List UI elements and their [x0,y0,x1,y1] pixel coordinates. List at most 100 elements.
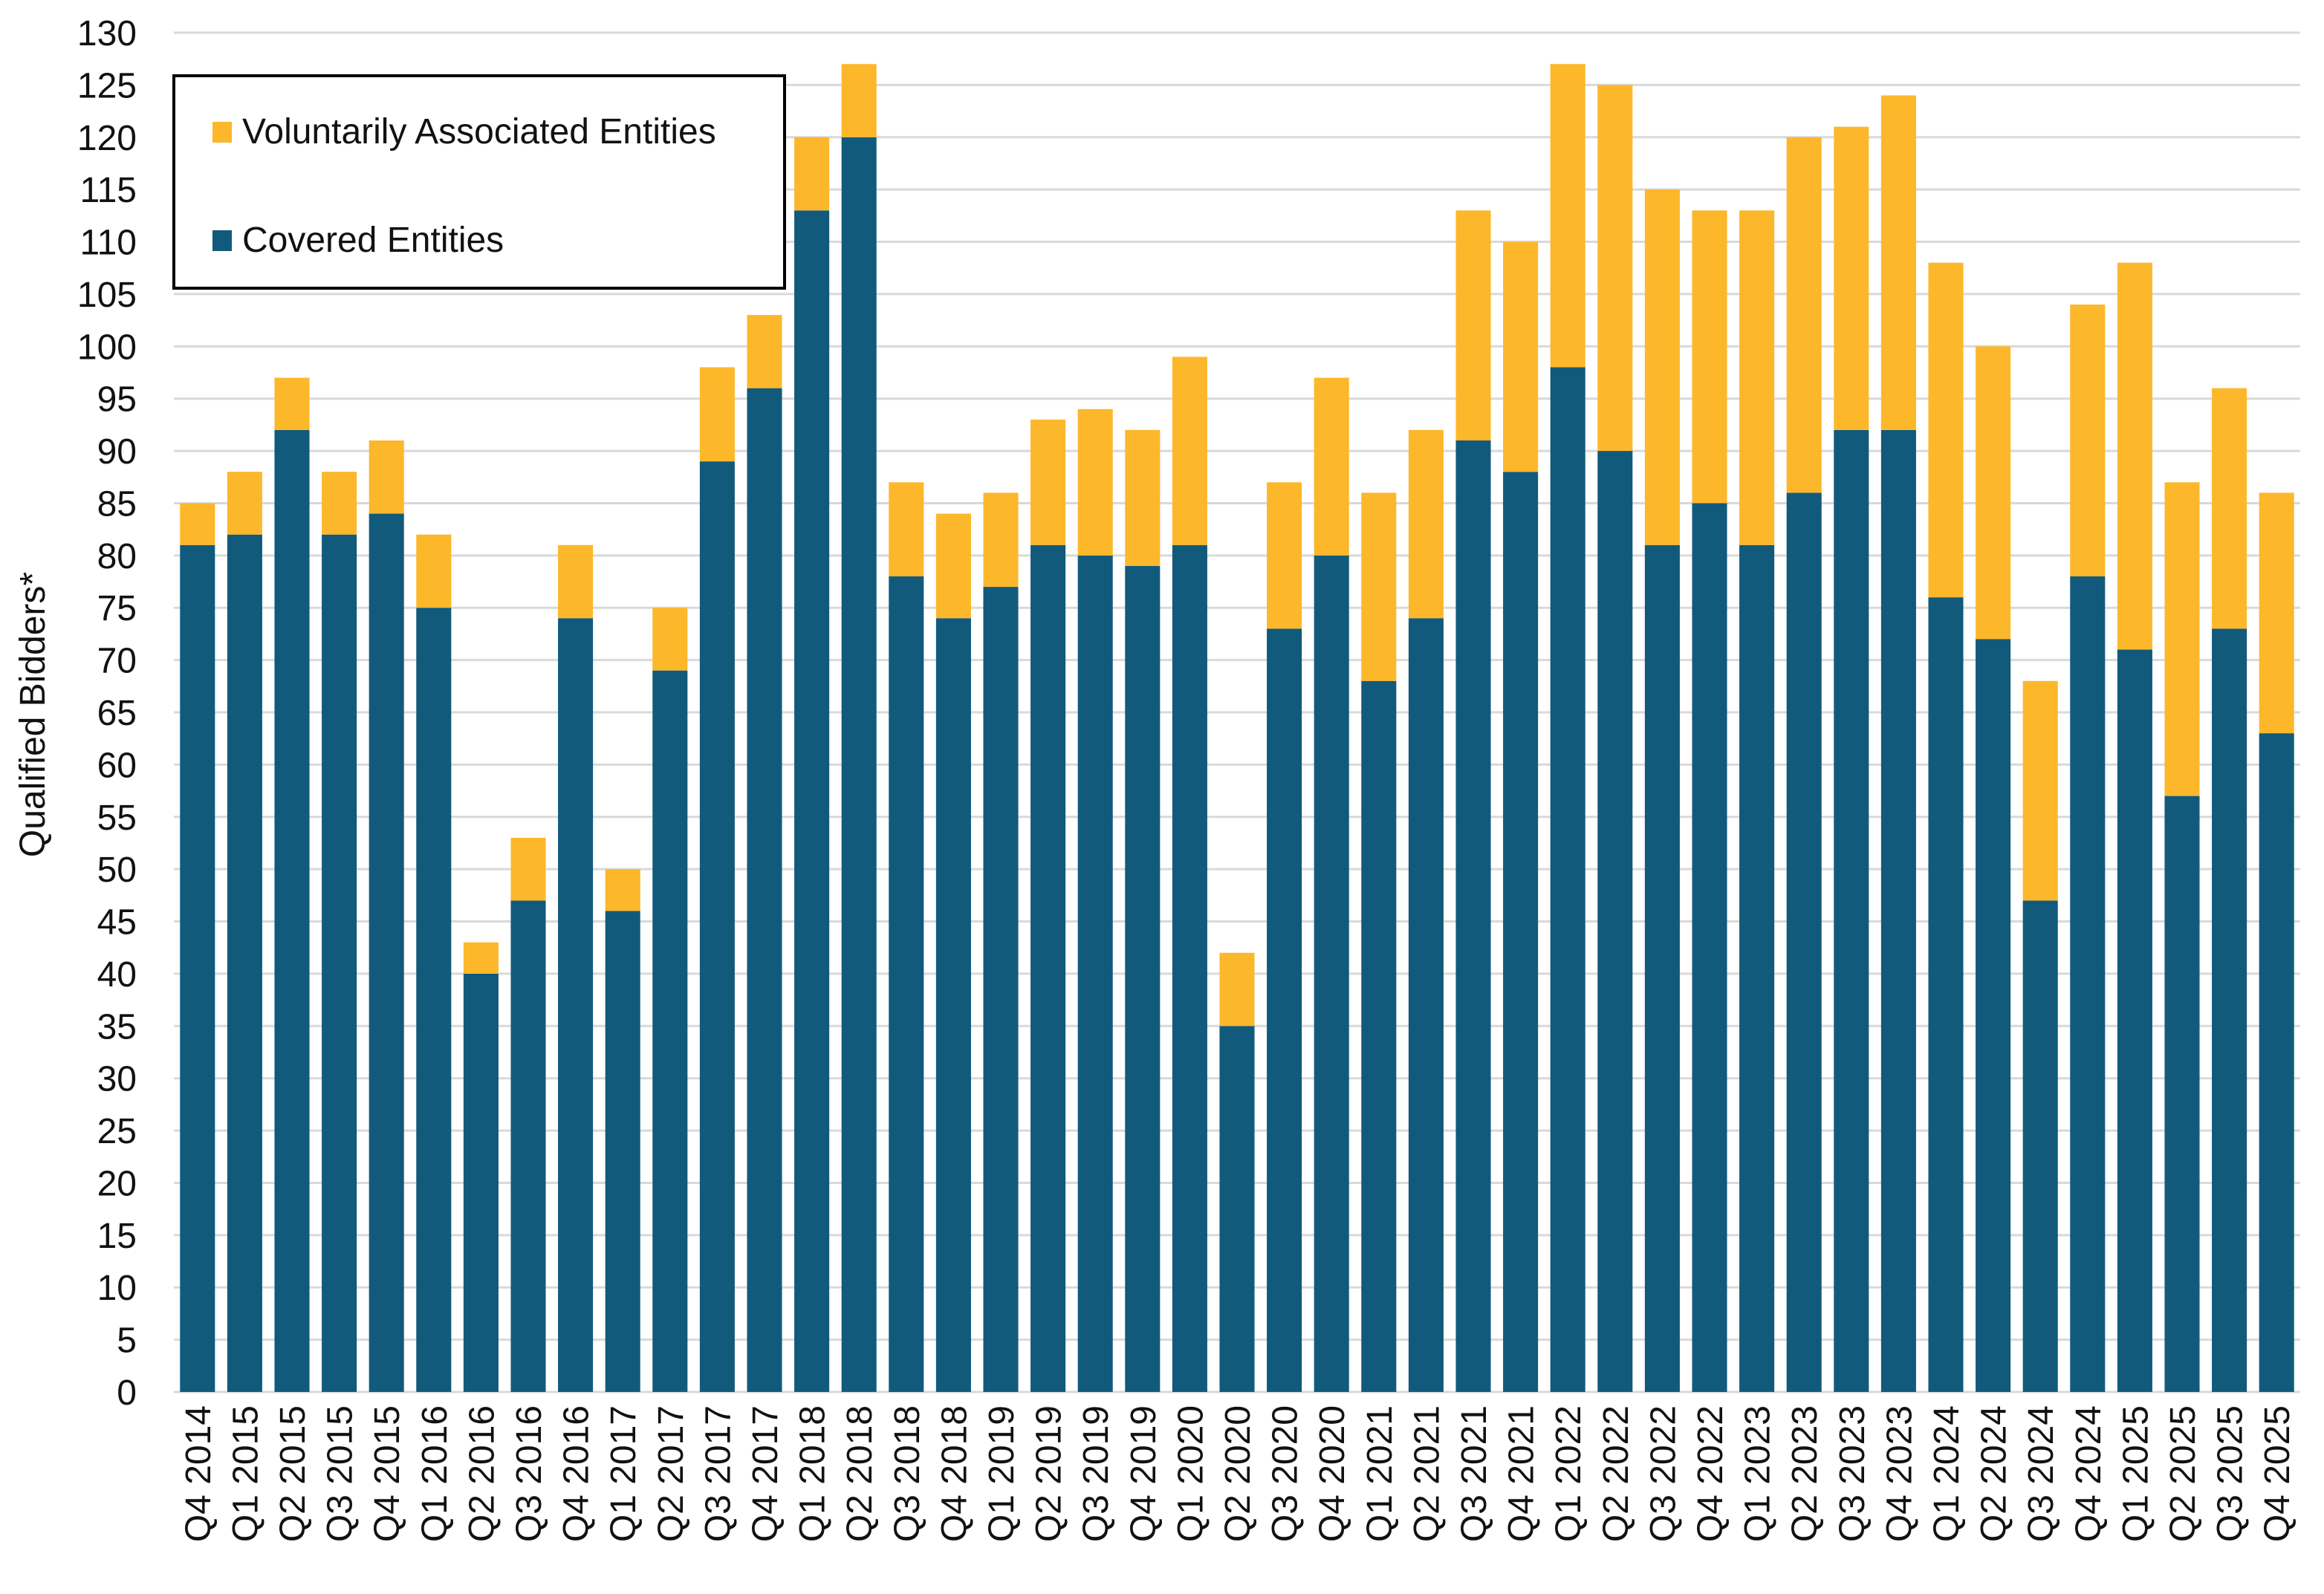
bar-covered [983,587,1019,1392]
bar-voluntary [889,482,924,576]
bar-covered [463,973,499,1392]
x-tick-label: Q3 2023 [1833,1405,1872,1542]
bar-covered [1125,565,1161,1392]
x-tick-label: Q3 2024 [2022,1405,2061,1542]
x-tick-label: Q4 2022 [1691,1405,1730,1542]
y-tick-label: 90 [97,432,137,472]
x-tick-label: Q2 2022 [1597,1405,1636,1542]
x-tick-label: Q4 2017 [746,1405,785,1542]
y-tick-label: 105 [77,276,137,315]
bar-voluntary [1786,137,1822,493]
x-tick-label: Q1 2025 [2116,1405,2155,1542]
bar-voluntary [2022,680,2058,901]
bar-voluntary [1503,241,1539,472]
bar-covered [1786,492,1822,1392]
bar-covered [1219,1026,1255,1392]
bar-covered [699,461,735,1393]
x-tick-label: Q2 2024 [1975,1405,2014,1542]
y-tick-label: 115 [79,171,137,210]
x-tick-label: Q1 2023 [1739,1405,1778,1542]
bar-voluntary [227,472,262,535]
bar-voluntary [463,942,499,974]
x-tick-label: Q3 2025 [2211,1405,2250,1542]
x-tick-label: Q2 2019 [1030,1405,1069,1542]
x-tick-label: Q1 2020 [1171,1405,1210,1542]
x-tick-label: Q4 2021 [1502,1405,1542,1542]
y-tick-label: 70 [97,642,137,681]
x-tick-label: Q4 2025 [2258,1405,2297,1542]
x-tick-label: Q2 2017 [652,1405,691,1542]
legend: Voluntarily Associated Entities Covered … [172,74,786,290]
bar-covered [747,388,782,1392]
bar-covered [510,900,546,1392]
y-tick-label: 120 [77,119,137,158]
x-tick-label: Q2 2020 [1218,1405,1258,1542]
bar-covered [2070,576,2106,1392]
bar-covered [369,513,404,1392]
bar-covered [2022,900,2058,1392]
bar-voluntary [2164,482,2200,796]
x-tick-label: Q3 2022 [1643,1405,1683,1542]
x-tick-label: Q4 2014 [179,1405,218,1542]
y-tick-label: 5 [117,1321,137,1361]
x-tick-label: Q2 2025 [2164,1405,2203,1542]
bar-voluntary [2070,305,2106,576]
y-tick-label: 25 [97,1112,137,1151]
bar-covered [1739,544,1775,1392]
x-tick-label: Q1 2016 [415,1405,455,1542]
bar-covered [1880,429,1916,1392]
x-tick-label: Q1 2022 [1549,1405,1588,1542]
bar-voluntary [1455,210,1491,440]
bar-voluntary [558,544,594,619]
bar-covered [1314,555,1349,1392]
legend-label-voluntary: Voluntarily Associated Entities [242,112,716,152]
legend-item-voluntary: Voluntarily Associated Entities [212,111,716,152]
bar-covered [1597,451,1633,1392]
legend-swatch-voluntary [212,121,232,143]
x-tick-label: Q2 2016 [462,1405,502,1542]
bar-covered [605,911,640,1392]
y-axis-title: Qualified Bidders* [13,572,53,857]
x-tick-label: Q4 2015 [368,1405,407,1542]
bar-covered [652,670,688,1392]
bar-covered [1976,639,2011,1392]
bar-voluntary [1597,85,1633,452]
x-tick-label: Q2 2021 [1407,1405,1447,1542]
bar-voluntary [1550,64,1585,368]
bar-covered [1644,544,1680,1392]
bar-covered [2212,628,2247,1392]
legend-label-covered: Covered Entities [242,221,504,260]
x-tick-label: Q3 2020 [1266,1405,1305,1542]
bar-voluntary [935,513,971,619]
bar-covered [2259,733,2294,1392]
y-tick-label: 20 [97,1164,137,1203]
bar-covered [935,618,971,1393]
bar-voluntary [652,608,688,671]
bar-covered [274,429,310,1392]
bar-voluntary [1219,952,1255,1027]
bar-covered [1834,429,1869,1392]
y-tick-label: 95 [97,380,137,420]
bar-covered [1408,618,1444,1393]
bar-voluntary [1834,126,1869,430]
y-tick-label: 75 [97,589,137,628]
y-tick-label: 0 [117,1373,137,1413]
bar-voluntary [1408,429,1444,619]
bar-voluntary [1077,409,1113,556]
x-tick-label: Q4 2020 [1313,1405,1352,1542]
bar-covered [2164,796,2200,1392]
y-tick-label: 45 [97,903,137,943]
x-tick-label: Q1 2024 [1927,1405,1967,1542]
x-tick-label: Q3 2018 [888,1405,927,1542]
bar-covered [1030,544,1066,1392]
bar-covered [1077,555,1113,1392]
bar-covered [841,137,877,1392]
bar-voluntary [1172,357,1207,545]
y-tick-label: 130 [77,14,137,53]
bar-voluntary [1880,95,1916,430]
x-tick-label: Q1 2015 [226,1405,265,1542]
x-tick-label: Q2 2015 [273,1405,313,1542]
y-tick-label: 50 [97,850,137,890]
bar-voluntary [1928,262,1964,598]
